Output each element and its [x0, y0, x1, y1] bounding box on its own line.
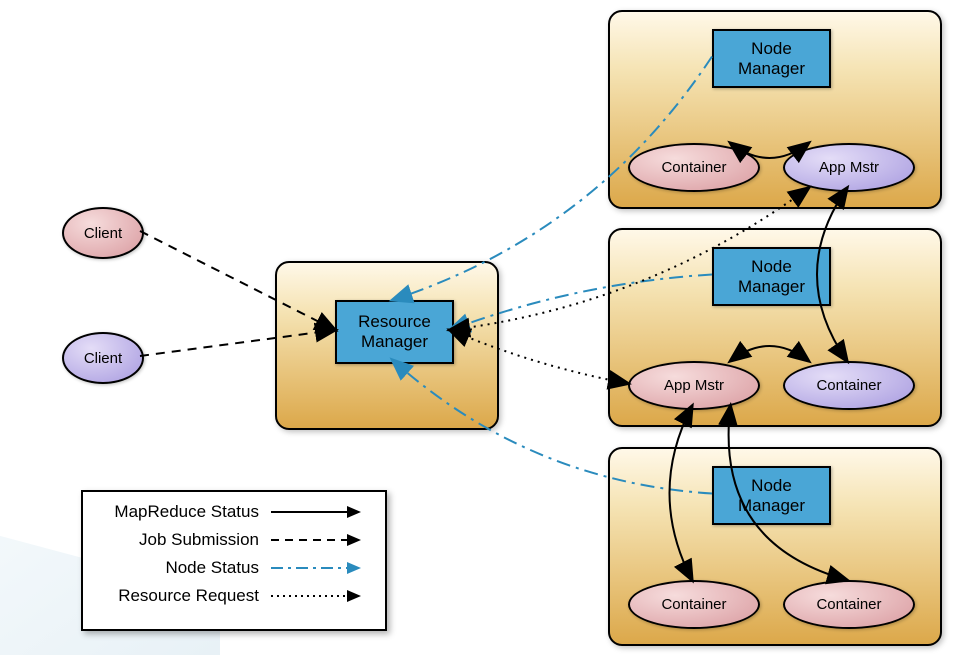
legend-line-job	[269, 528, 364, 552]
worker-3-container-b-label: Container	[816, 596, 881, 613]
client-1: Client	[62, 207, 144, 259]
worker-2-appmaster: App Mstr	[628, 361, 760, 410]
legend-line-resource	[269, 584, 364, 608]
worker-2-container-label: Container	[816, 377, 881, 394]
legend-line-mapreduce	[269, 500, 364, 524]
legend-row-resource: Resource Request	[89, 582, 379, 610]
client-1-label: Client	[84, 225, 122, 242]
worker-1-container: Container	[628, 143, 760, 192]
legend-label-mapreduce: MapReduce Status	[89, 502, 269, 522]
worker-3-container-a-label: Container	[661, 596, 726, 613]
legend-row-node: Node Status	[89, 554, 379, 582]
worker-1-container-label: Container	[661, 159, 726, 176]
worker-1-appmaster-label: App Mstr	[819, 159, 879, 176]
legend-label-resource: Resource Request	[89, 586, 269, 606]
worker-3-nm-label: NodeManager	[738, 476, 805, 515]
client-2-label: Client	[84, 350, 122, 367]
worker-3-nodemanager: NodeManager	[712, 466, 831, 525]
worker-3-container-a: Container	[628, 580, 760, 629]
legend: MapReduce Status Job Submission Node Sta…	[81, 490, 387, 631]
legend-label-node: Node Status	[89, 558, 269, 578]
worker-2-appmaster-label: App Mstr	[664, 377, 724, 394]
worker-2-container: Container	[783, 361, 915, 410]
worker-1-nm-label: NodeManager	[738, 39, 805, 78]
resource-manager-box: ResourceManager	[335, 300, 454, 364]
legend-row-mapreduce: MapReduce Status	[89, 498, 379, 526]
worker-3-container-b: Container	[783, 580, 915, 629]
worker-2-nm-label: NodeManager	[738, 257, 805, 296]
legend-line-node	[269, 556, 364, 580]
diagram-canvas: ResourceManager Client Client NodeManage…	[0, 0, 973, 655]
worker-1-appmaster: App Mstr	[783, 143, 915, 192]
resource-manager-label: ResourceManager	[358, 312, 431, 351]
client-2: Client	[62, 332, 144, 384]
legend-label-job: Job Submission	[89, 530, 269, 550]
legend-row-job: Job Submission	[89, 526, 379, 554]
worker-2-nodemanager: NodeManager	[712, 247, 831, 306]
worker-1-nodemanager: NodeManager	[712, 29, 831, 88]
